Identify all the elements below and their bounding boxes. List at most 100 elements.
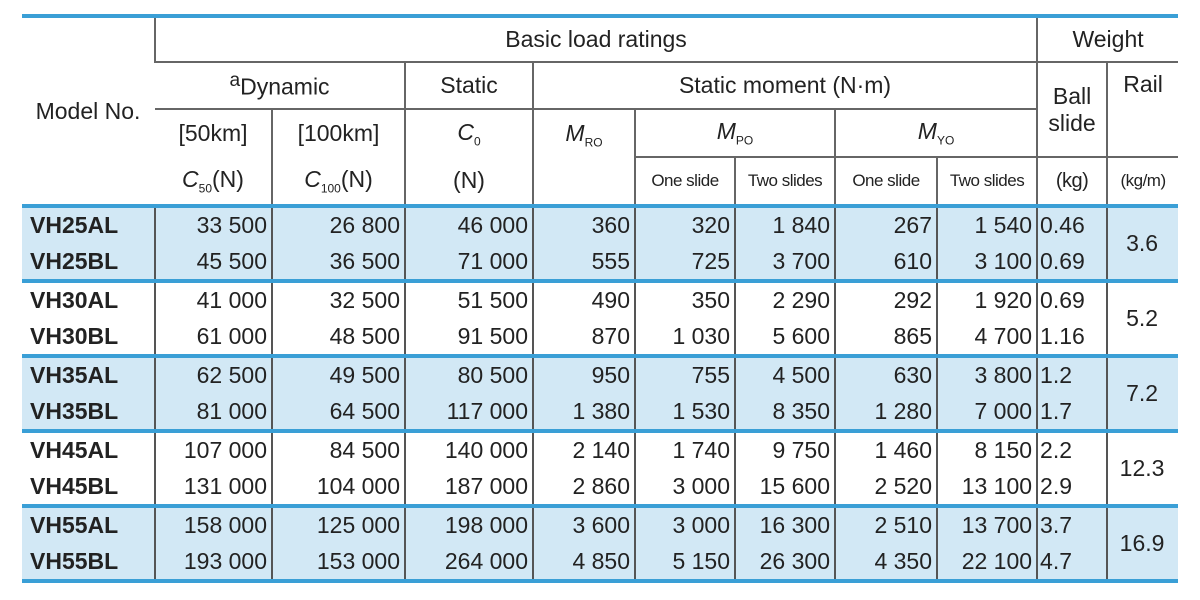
rail-weight-cell: 7.2 [1106, 354, 1179, 431]
unit: (N) [212, 165, 244, 192]
c50-range: [50km] [178, 120, 248, 146]
value-cell: 107 000 [154, 429, 272, 469]
ball-header: Ball slide [1036, 62, 1108, 158]
value-cell: 62 500 [154, 354, 272, 394]
table-row: VH25BL 45 500 36 500 71 000 555 725 3 700 610 3 … [22, 243, 1178, 281]
value-cell: 5 150 [634, 543, 735, 581]
value-cell: 46 000 [404, 204, 533, 244]
value-cell: 64 500 [271, 393, 405, 431]
value-cell: 36 500 [271, 243, 405, 281]
value-cell: 1 740 [634, 429, 735, 469]
symbol: M [565, 120, 585, 146]
c0-unit: (N) [404, 157, 533, 207]
value-cell: 91 500 [404, 318, 533, 356]
unit: (N) [340, 165, 373, 192]
mp-two: Two slides [734, 157, 835, 207]
subscript: 50 [198, 181, 213, 196]
ball-weight-cell: 0.46 [1036, 204, 1108, 244]
value-cell: 1 540 [935, 204, 1038, 244]
value-cell: 490 [532, 279, 635, 319]
table-row: VH30AL 41 000 32 500 51 500 490 350 2 290 292 1 … [22, 279, 1179, 356]
rail-weight-cell: 16.9 [1106, 504, 1179, 581]
table-body: VH25AL 33 500 26 800 46 000 360 320 1 840 267 1 … [22, 204, 1179, 581]
table-row: VH30BL 61 000 48 500 91 500 870 1 030 5 600 865… [22, 318, 1178, 356]
value-cell: 51 500 [404, 279, 533, 319]
dynamic-label: Dynamic [240, 73, 330, 100]
value-cell: 187 000 [404, 468, 533, 506]
value-cell: 267 [834, 204, 937, 244]
value-cell: 16 300 [734, 504, 835, 544]
rail-unit: (kg/m) [1106, 157, 1179, 207]
rail-weight-cell: 5.2 [1106, 279, 1179, 356]
value-cell: 7 000 [935, 393, 1038, 431]
value-cell: 3 000 [634, 468, 735, 506]
value-cell: 117 000 [404, 393, 533, 431]
value-cell: 5 600 [734, 318, 835, 356]
value-cell: 140 000 [404, 429, 533, 469]
rail-weight-cell: 3.6 [1106, 204, 1179, 281]
mp-one: One slide [634, 157, 735, 207]
value-cell: 125 000 [271, 504, 405, 544]
value-cell: 2 290 [734, 279, 835, 319]
value-cell: 3 800 [935, 354, 1038, 394]
value-cell: 32 500 [271, 279, 405, 319]
ball-weight-cell: 0.69 [1036, 279, 1108, 319]
my-symbol: MYO [833, 109, 1038, 158]
value-cell: 104 000 [271, 468, 405, 506]
value-cell: 48 500 [271, 318, 405, 356]
rail-weight-cell: 12.3 [1106, 429, 1179, 506]
model-cell: VH55AL [22, 504, 155, 544]
table-row: VH45BL 131 000 104 000 187 000 2 860 3 000 15 … [22, 468, 1178, 506]
my-one: One slide [834, 157, 937, 207]
value-cell: 33 500 [154, 204, 272, 244]
value-cell: 193 000 [154, 543, 272, 581]
mr-symbol: MRO [532, 109, 635, 207]
value-cell: 3 700 [734, 243, 835, 281]
value-cell: 4 500 [734, 354, 835, 394]
ball-weight-cell: 2.2 [1036, 429, 1108, 469]
basic-header: Basic load ratings [153, 18, 1038, 63]
symbol: C [304, 165, 321, 192]
value-cell: 630 [834, 354, 937, 394]
c100-unit: C100(N) [271, 157, 405, 207]
value-cell: 8 150 [935, 429, 1038, 469]
value-cell: 4 850 [532, 543, 635, 581]
value-cell: 81 000 [154, 393, 272, 431]
ball-weight-cell: 4.7 [1036, 543, 1108, 581]
symbol: M [917, 118, 937, 145]
model-cell: VH30AL [22, 279, 155, 319]
subscript: YO [936, 133, 955, 148]
value-cell: 1 030 [634, 318, 735, 356]
ball-weight-cell: 1.16 [1036, 318, 1108, 356]
value-cell: 725 [634, 243, 735, 281]
value-cell: 350 [634, 279, 735, 319]
value-cell: 610 [834, 243, 937, 281]
table-wrap: Model No. Basic load ratings Weight aDyn… [22, 14, 1179, 583]
footnote-mark: a [229, 70, 241, 92]
value-cell: 84 500 [271, 429, 405, 469]
model-header: Model No. [22, 18, 155, 207]
table-row: VH25AL 33 500 26 800 46 000 360 320 1 840 267 1 … [22, 204, 1179, 281]
weight-header: Weight [1036, 18, 1179, 63]
value-cell: 198 000 [404, 504, 533, 544]
value-cell: 1 530 [634, 393, 735, 431]
ball-weight-cell: 1.2 [1036, 354, 1108, 394]
model-cell: VH35BL [22, 393, 155, 431]
value-cell: 13 100 [935, 468, 1038, 506]
table-row: VH35AL 62 500 49 500 80 500 950 755 4 500 630 3 … [22, 354, 1179, 431]
subscript: PO [735, 133, 754, 148]
value-cell: 71 000 [404, 243, 533, 281]
c0-symbol: C0 [404, 109, 533, 157]
value-cell: 320 [634, 204, 735, 244]
model-cell: VH45BL [30, 472, 119, 499]
spec-table: Model No. Basic load ratings Weight aDyn… [22, 18, 1179, 583]
value-cell: 26 800 [271, 204, 405, 244]
value-cell: 555 [532, 243, 635, 281]
mp-symbol: MPO [634, 109, 835, 158]
table-head: Model No. Basic load ratings Weight aDyn… [22, 18, 1179, 207]
value-cell: 2 510 [834, 504, 937, 544]
value-cell: 80 500 [404, 354, 533, 394]
value-cell: 4 700 [935, 318, 1038, 356]
value-cell: 9 750 [734, 429, 835, 469]
